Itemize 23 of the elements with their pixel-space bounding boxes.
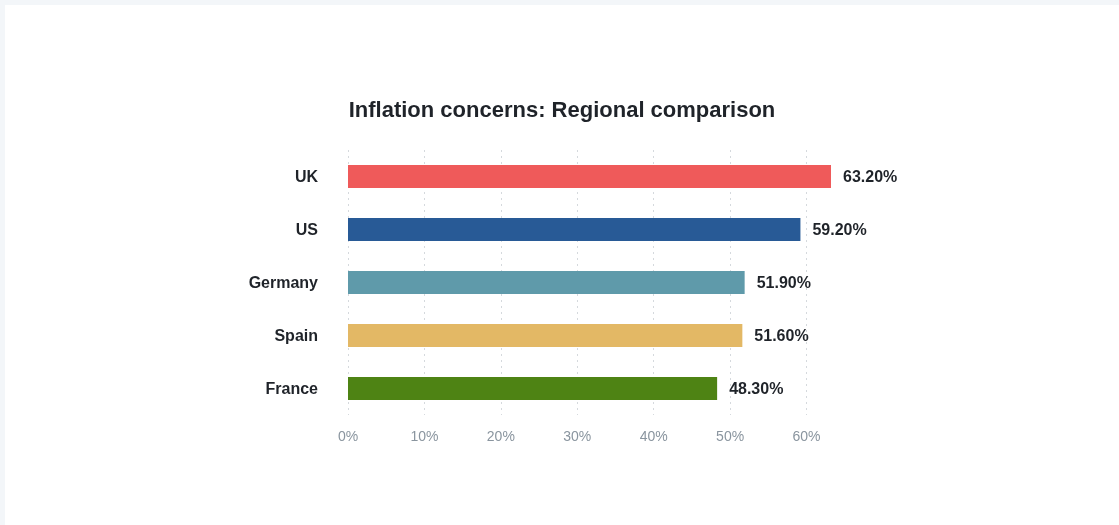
- data-label: 63.20%: [843, 168, 898, 185]
- chart-title: Inflation concerns: Regional comparison: [348, 96, 776, 122]
- y-tick-label: US: [295, 221, 319, 238]
- data-label: 48.30%: [729, 380, 784, 397]
- bar: [348, 271, 745, 294]
- y-tick-label: Germany: [248, 274, 319, 291]
- data-label: 51.90%: [756, 274, 811, 291]
- bar: [348, 324, 743, 347]
- y-tick-label: UK: [294, 168, 319, 185]
- bar: [348, 218, 801, 241]
- x-tick-label: 40%: [639, 428, 668, 444]
- data-label: 59.20%: [812, 221, 867, 238]
- bar: [348, 377, 718, 400]
- y-tick-label: France: [265, 380, 319, 397]
- data-label: 51.60%: [754, 327, 809, 344]
- x-tick-label: 30%: [563, 428, 592, 444]
- y-tick-label: Spain: [274, 327, 318, 344]
- x-tick-label: 50%: [716, 428, 745, 444]
- x-tick-label: 60%: [792, 428, 821, 444]
- x-tick-label: 0%: [337, 428, 359, 444]
- x-tick-label: 10%: [410, 428, 439, 444]
- bar: [348, 165, 831, 188]
- x-tick-label: 20%: [486, 428, 515, 444]
